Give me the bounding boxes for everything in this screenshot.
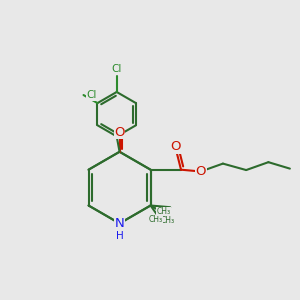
Text: H: H: [116, 231, 123, 241]
Text: CH₃: CH₃: [157, 207, 171, 216]
Text: Cl: Cl: [112, 64, 122, 74]
Text: CH₃: CH₃: [148, 215, 163, 224]
Text: Cl: Cl: [86, 90, 97, 100]
Text: CH₃: CH₃: [160, 216, 175, 225]
Text: N: N: [115, 217, 124, 230]
Text: O: O: [114, 126, 125, 139]
Text: O: O: [196, 165, 206, 178]
Text: O: O: [170, 140, 181, 153]
